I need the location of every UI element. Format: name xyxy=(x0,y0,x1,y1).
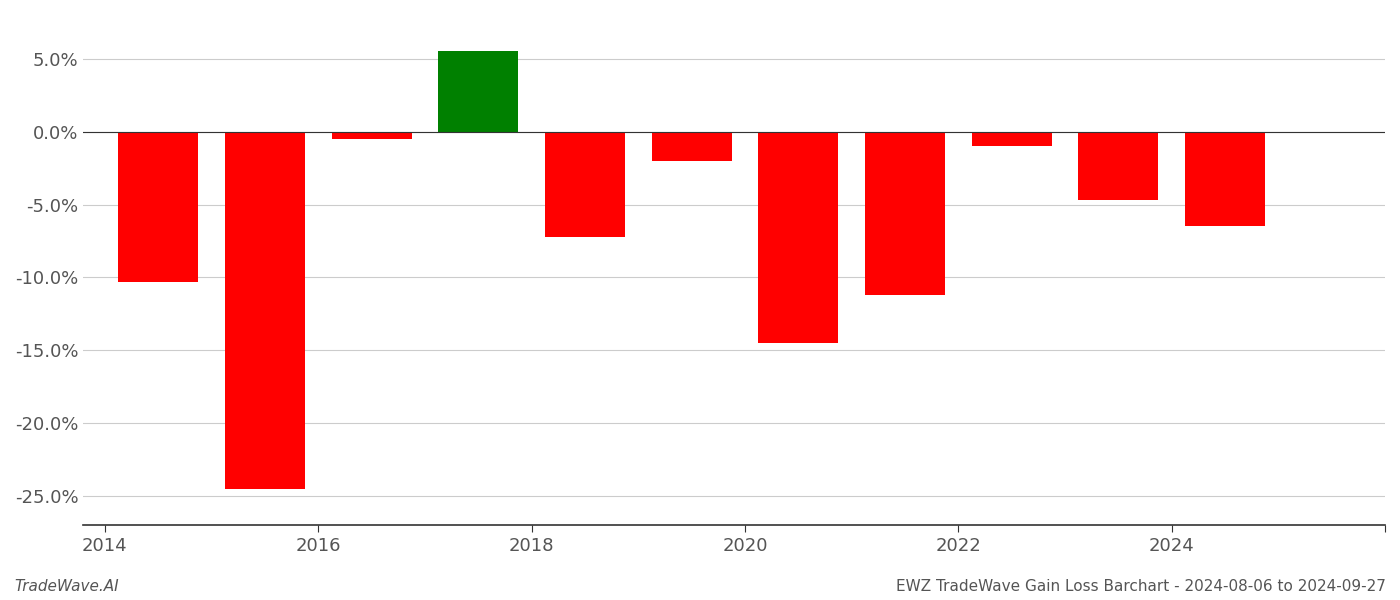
Bar xyxy=(759,131,839,343)
Bar xyxy=(545,131,624,236)
Bar xyxy=(225,131,305,489)
Bar xyxy=(1078,131,1158,200)
Bar xyxy=(865,131,945,295)
Bar xyxy=(972,131,1051,146)
Bar xyxy=(651,131,732,161)
Bar xyxy=(438,52,518,131)
Text: EWZ TradeWave Gain Loss Barchart - 2024-08-06 to 2024-09-27: EWZ TradeWave Gain Loss Barchart - 2024-… xyxy=(896,579,1386,594)
Text: TradeWave.AI: TradeWave.AI xyxy=(14,579,119,594)
Bar xyxy=(118,131,199,282)
Bar xyxy=(332,131,412,139)
Bar xyxy=(1184,131,1266,226)
